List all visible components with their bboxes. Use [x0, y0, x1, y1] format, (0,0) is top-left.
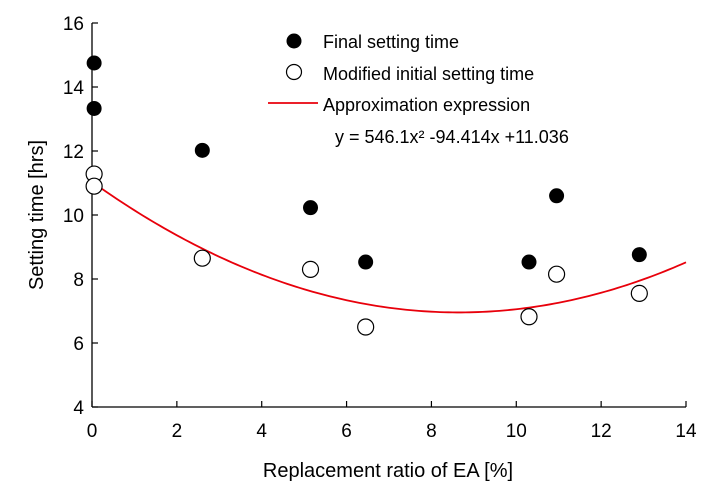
modified-initial-setting-time-point	[630, 284, 648, 302]
legend-marker-final-setting-time	[286, 33, 302, 49]
final-setting-time-point	[303, 200, 319, 216]
x-tick-label: 14	[675, 421, 697, 442]
x-ticks: 0 2 4 6 8 10 12 14	[87, 401, 697, 442]
x-tick-label: 12	[591, 421, 612, 442]
y-axis-title: Setting time [hrs]	[26, 140, 48, 290]
y-tick-label: 10	[63, 206, 84, 227]
final-setting-time-point	[194, 142, 210, 158]
x-axis-title: Replacement ratio of EA [%]	[263, 460, 513, 482]
final-setting-time-point	[521, 254, 537, 270]
x-tick-label: 2	[172, 421, 183, 442]
final-setting-time-point	[631, 247, 647, 263]
legend-label-final-setting-time: Final setting time	[323, 32, 459, 52]
y-tick-label: 4	[73, 398, 84, 419]
legend-label-modified-initial-setting-time: Modified initial setting time	[323, 64, 534, 84]
y-tick-label: 8	[73, 270, 84, 291]
modified-initial-setting-time-point	[301, 260, 320, 278]
legend-marker-modified-initial-setting-time	[285, 63, 303, 81]
equation-label: y = 546.1x² -94.414x +11.036	[335, 127, 569, 147]
legend-label-approximation-expression: Approximation expression	[323, 95, 530, 115]
modified-initial-setting-time-point	[85, 177, 103, 195]
y-tick-label: 6	[73, 334, 84, 355]
y-tick-label: 14	[63, 78, 85, 99]
y-ticks: 4 6 8 10 12 14 16	[63, 14, 98, 419]
final-setting-time-point	[358, 254, 374, 270]
legend: Final setting time Modified initial sett…	[268, 32, 569, 147]
approximation-curve	[91, 181, 687, 314]
x-tick-label: 6	[341, 421, 352, 442]
y-tick-label: 12	[63, 142, 84, 163]
x-tick-label: 10	[506, 421, 527, 442]
modified-initial-setting-time-point	[193, 249, 211, 267]
modified-initial-setting-time-point	[547, 265, 566, 283]
x-tick-label: 4	[256, 421, 267, 442]
modified-initial-setting-time-point	[520, 308, 538, 326]
x-tick-label: 0	[87, 421, 98, 442]
points-layer	[85, 55, 648, 336]
final-setting-time-point	[86, 55, 102, 71]
modified-initial-setting-time-point	[357, 318, 375, 336]
y-tick-label: 16	[63, 14, 84, 35]
approximation-curve-layer	[91, 181, 687, 314]
x-tick-label: 8	[426, 421, 437, 442]
final-setting-time-point	[549, 188, 565, 204]
final-setting-time-point	[86, 100, 102, 116]
